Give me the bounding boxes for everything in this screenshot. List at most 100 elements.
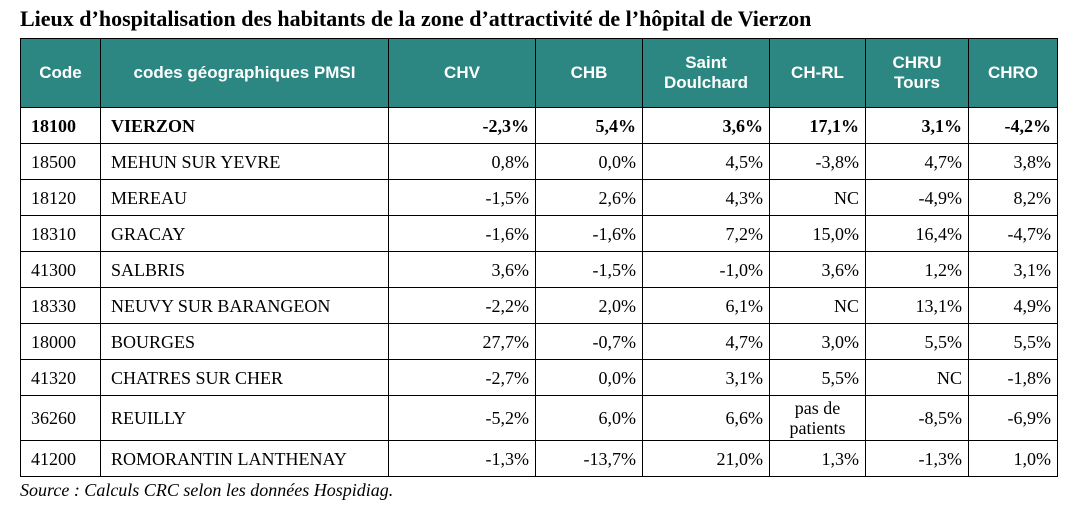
cell-chro: -1,8% <box>968 359 1058 396</box>
cell-saint-doulchard: 4,5% <box>642 143 770 180</box>
cell-saint-doulchard: 4,7% <box>642 323 770 360</box>
cell-ch-rl: NC <box>769 179 866 216</box>
cell-chru-tours: -4,9% <box>865 179 969 216</box>
cell-chv: -2,3% <box>388 107 536 144</box>
cell-code: 41320 <box>20 359 101 396</box>
cell-chb: 0,0% <box>535 359 643 396</box>
cell-chb: 2,0% <box>535 287 643 324</box>
cell-chv: -1,5% <box>388 179 536 216</box>
cell-name: ROMORANTIN LANTHENAY <box>100 440 389 477</box>
cell-ch-rl: pas de patients <box>769 395 866 441</box>
cell-chro: 3,8% <box>968 143 1058 180</box>
cell-chru-tours: -8,5% <box>865 395 969 441</box>
cell-code: 41200 <box>20 440 101 477</box>
cell-code: 18120 <box>20 179 101 216</box>
cell-ch-rl: -3,8% <box>769 143 866 180</box>
cell-chb: 6,0% <box>535 395 643 441</box>
cell-saint-doulchard: 6,1% <box>642 287 770 324</box>
cell-chv: 27,7% <box>388 323 536 360</box>
cell-ch-rl: 5,5% <box>769 359 866 396</box>
table-row: 41320 CHATRES SUR CHER -2,7% 0,0% 3,1% 5… <box>20 359 1058 396</box>
cell-name: VIERZON <box>100 107 389 144</box>
cell-chb: -0,7% <box>535 323 643 360</box>
cell-chv: -2,7% <box>388 359 536 396</box>
cell-chv: 0,8% <box>388 143 536 180</box>
cell-code: 18100 <box>20 107 101 144</box>
cell-chb: -1,6% <box>535 215 643 252</box>
cell-chro: 3,1% <box>968 251 1058 288</box>
cell-ch-rl: 17,1% <box>769 107 866 144</box>
cell-chv: -1,3% <box>388 440 536 477</box>
hospitalisation-table: Code codes géographiques PMSI CHV CHB Sa… <box>20 38 1058 477</box>
cell-code: 18330 <box>20 287 101 324</box>
cell-name: MEHUN SUR YEVRE <box>100 143 389 180</box>
cell-code: 18310 <box>20 215 101 252</box>
column-header-chro: CHRO <box>968 38 1058 108</box>
cell-saint-doulchard: -1,0% <box>642 251 770 288</box>
cell-chro: 5,5% <box>968 323 1058 360</box>
column-header-chv: CHV <box>388 38 536 108</box>
cell-ch-rl: 3,0% <box>769 323 866 360</box>
cell-chv: -2,2% <box>388 287 536 324</box>
cell-ch-rl: 3,6% <box>769 251 866 288</box>
cell-code: 18500 <box>20 143 101 180</box>
table-row: 18120 MEREAU -1,5% 2,6% 4,3% NC -4,9% 8,… <box>20 179 1058 216</box>
cell-chro: -4,7% <box>968 215 1058 252</box>
column-header-chru-tours: CHRU Tours <box>865 38 969 108</box>
cell-saint-doulchard: 6,6% <box>642 395 770 441</box>
source-note: Source : Calculs CRC selon les données H… <box>20 480 394 500</box>
cell-name: NEUVY SUR BARANGEON <box>100 287 389 324</box>
cell-chro: 4,9% <box>968 287 1058 324</box>
cell-saint-doulchard: 7,2% <box>642 215 770 252</box>
cell-chv: 3,6% <box>388 251 536 288</box>
cell-name: REUILLY <box>100 395 389 441</box>
column-header-pmsi: codes géographiques PMSI <box>100 38 389 108</box>
cell-chro: 8,2% <box>968 179 1058 216</box>
cell-chb: 2,6% <box>535 179 643 216</box>
cell-chru-tours: -1,3% <box>865 440 969 477</box>
table-header-row: Code codes géographiques PMSI CHV CHB Sa… <box>20 38 1058 108</box>
cell-code: 41300 <box>20 251 101 288</box>
cell-name: GRACAY <box>100 215 389 252</box>
cell-saint-doulchard: 3,1% <box>642 359 770 396</box>
cell-ch-rl: 15,0% <box>769 215 866 252</box>
table-row: 18330 NEUVY SUR BARANGEON -2,2% 2,0% 6,1… <box>20 287 1058 324</box>
table-row: 18100 VIERZON -2,3% 5,4% 3,6% 17,1% 3,1%… <box>20 107 1058 144</box>
cell-chru-tours: 16,4% <box>865 215 969 252</box>
table-row: 18000 BOURGES 27,7% -0,7% 4,7% 3,0% 5,5%… <box>20 323 1058 360</box>
cell-chb: -1,5% <box>535 251 643 288</box>
cell-chru-tours: 1,2% <box>865 251 969 288</box>
cell-chv: -1,6% <box>388 215 536 252</box>
cell-ch-rl: 1,3% <box>769 440 866 477</box>
cell-chv: -5,2% <box>388 395 536 441</box>
cell-chro: 1,0% <box>968 440 1058 477</box>
table-row: 18310 GRACAY -1,6% -1,6% 7,2% 15,0% 16,4… <box>20 215 1058 252</box>
cell-saint-doulchard: 3,6% <box>642 107 770 144</box>
cell-chb: 0,0% <box>535 143 643 180</box>
cell-name: SALBRIS <box>100 251 389 288</box>
column-header-saint-doulchard: Saint Doulchard <box>642 38 770 108</box>
cell-chru-tours: 5,5% <box>865 323 969 360</box>
cell-chru-tours: 13,1% <box>865 287 969 324</box>
cell-name: BOURGES <box>100 323 389 360</box>
cell-chro: -6,9% <box>968 395 1058 441</box>
cell-chb: -13,7% <box>535 440 643 477</box>
cell-chro: -4,2% <box>968 107 1058 144</box>
cell-code: 18000 <box>20 323 101 360</box>
cell-chb: 5,4% <box>535 107 643 144</box>
cell-ch-rl: NC <box>769 287 866 324</box>
column-header-code: Code <box>20 38 101 108</box>
cell-chru-tours: NC <box>865 359 969 396</box>
table-row: 18500 MEHUN SUR YEVRE 0,8% 0,0% 4,5% -3,… <box>20 143 1058 180</box>
column-header-chb: CHB <box>535 38 643 108</box>
page-title: Lieux d’hospitalisation des habitants de… <box>20 6 812 31</box>
cell-saint-doulchard: 4,3% <box>642 179 770 216</box>
cell-code: 36260 <box>20 395 101 441</box>
cell-chru-tours: 3,1% <box>865 107 969 144</box>
cell-saint-doulchard: 21,0% <box>642 440 770 477</box>
table-row: 41300 SALBRIS 3,6% -1,5% -1,0% 3,6% 1,2%… <box>20 251 1058 288</box>
cell-chru-tours: 4,7% <box>865 143 969 180</box>
cell-name: MEREAU <box>100 179 389 216</box>
table-row: 36260 REUILLY -5,2% 6,0% 6,6% pas de pat… <box>20 395 1058 441</box>
table-row: 41200 ROMORANTIN LANTHENAY -1,3% -13,7% … <box>20 440 1058 477</box>
